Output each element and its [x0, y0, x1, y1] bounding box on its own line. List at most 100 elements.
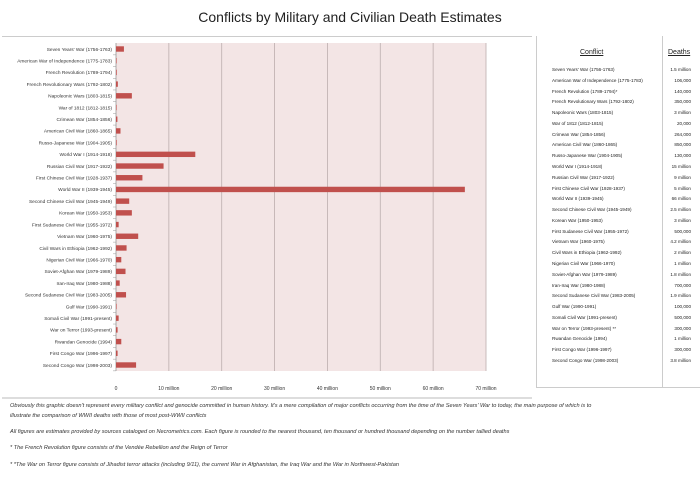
y-category-label: Second Congo War (1998-2003) [43, 363, 113, 369]
bar [116, 69, 117, 76]
bar-chart: 0 10 million 20 million 30 million 40 millio… [2, 36, 532, 399]
y-category-label: Napoleonic Wars (1803-1815) [48, 94, 112, 100]
table-cell-deaths: 3 million [674, 217, 691, 223]
y-category-label: Second Sudanese Civil War (1983-2005) [25, 293, 112, 299]
table-cell-deaths: 106,000 [674, 77, 691, 83]
table-cell-deaths: 3 million [674, 110, 691, 116]
note-line: illustrate the comparison of WWII deaths… [10, 413, 207, 419]
table-cell-conflict: Gulf War (1990-1991) [552, 304, 597, 310]
table-cell-conflict: French Revolutionary Wars (1792-1802) [552, 99, 634, 105]
bar [116, 280, 120, 286]
y-category-label: Iran-Iraq War (1980-1988) [56, 281, 112, 287]
table-cell-deaths: 1.5 million [670, 67, 691, 72]
table-cell-deaths: 300,000 [674, 325, 691, 331]
note-line: Obviously this graphic doesn't represent… [10, 403, 592, 409]
table-cell-conflict: Soviet-Afghan War (1979-1989) [552, 271, 617, 277]
bar [116, 116, 118, 122]
table-cell-conflict: Second Sudanese Civil War (1983-2005) [552, 293, 636, 299]
x-tick-label: 70 million [475, 386, 496, 392]
table-cell-deaths: 1 million [674, 261, 691, 266]
y-category-label: Civil Wars in Ethiopia (1962-1992) [39, 246, 112, 252]
bar [116, 93, 132, 99]
x-tick-label: 50 million [370, 386, 391, 392]
table-cell-deaths: 130,000 [674, 153, 691, 159]
table-cell-deaths: 2 million [674, 250, 691, 256]
chart-title: Conflicts by Military and Civilian Death… [198, 9, 502, 25]
plot-area [116, 43, 486, 371]
x-tick-label: 20 million [211, 386, 232, 392]
y-category-label: French Revolutionary Wars (1792-1802) [27, 82, 113, 88]
bar [116, 104, 117, 111]
table-cell-deaths: 500,000 [674, 228, 691, 234]
table-cell-conflict: First Sudanese Civil War (1955-1972) [552, 228, 629, 234]
note-line: * *The War on Terror figure consists of … [10, 462, 399, 468]
table-cell-deaths: 9 million [674, 174, 691, 180]
table-cell-conflict: Rwandan Genocide (1994) [552, 336, 607, 342]
table-cell-conflict: Nigerian Civil War (1966-1970) [552, 261, 615, 266]
table-cell-conflict: First Congo War (1996-1997) [552, 347, 612, 353]
table-cell-conflict: First Chinese Civil War (1928-1937) [552, 185, 625, 191]
bar [116, 81, 118, 87]
y-category-label: War on Terror (1993-present) [50, 328, 112, 334]
x-tick-label: 10 million [158, 386, 179, 392]
table-cell-conflict: Korean War (1950-1953) [552, 217, 603, 223]
table-cell-conflict: American Civil War (1860-1865) [552, 142, 618, 148]
table-cell-deaths: 264,000 [674, 131, 691, 137]
table-cell-conflict: Civil Wars in Ethiopia (1962-1992) [552, 250, 622, 256]
table-cell-conflict: Iran-Iraq War (1980-1988) [552, 282, 606, 288]
table-header-conflict: Conflict [580, 49, 604, 56]
table-cell-deaths: 100,000 [674, 304, 691, 310]
table-cell-conflict: Russian Civil War (1917-1922) [552, 174, 615, 180]
table-column-divider [662, 36, 663, 387]
bar [116, 327, 118, 333]
y-category-label: Korean War (1950-1953) [59, 211, 112, 217]
y-category-label: Gulf War (1990-1991) [66, 304, 113, 310]
deaths-table: Conflict Deaths Seven Years' War (1756-1… [536, 36, 700, 388]
y-category-label: Second Chinese Civil War (1945-1949) [29, 199, 112, 205]
bar [116, 338, 122, 345]
table-cell-deaths: 66 million [671, 196, 691, 202]
table-cell-conflict: Second Chinese Civil War (1945-1949) [552, 207, 632, 213]
bar [116, 198, 130, 204]
table-cell-conflict: Seven Years' War (1756-1763) [552, 67, 615, 72]
bar [116, 256, 122, 263]
y-category-label: French Revolution (1789-1794) [46, 70, 113, 76]
note-line: * The French Revolution figure consists … [10, 445, 228, 451]
y-category-label: Russian Civil War (1917-1922) [47, 164, 113, 170]
table-cell-conflict: Somali Civil War (1991-present) [552, 314, 617, 320]
bar [116, 175, 143, 181]
bar [116, 362, 137, 368]
table-cell-deaths: 5 million [674, 185, 691, 191]
y-category-label: American Civil War (1860-1865) [44, 129, 112, 135]
bar [116, 163, 164, 169]
bar [116, 350, 118, 356]
table-cell-deaths: 3.8 million [670, 358, 691, 363]
bar [116, 303, 117, 310]
y-category-label: Soviet-Afghan War (1979-1989) [44, 269, 112, 275]
y-category-label: World War II (1939-1945) [58, 187, 112, 193]
y-category-label: First Sudanese Civil War (1955-1972) [32, 222, 112, 228]
table-cell-deaths: 500,000 [674, 314, 691, 320]
table-cell-conflict: World War I (1914-1918) [552, 164, 603, 169]
bar [116, 151, 196, 158]
table-cell-deaths: 700,000 [674, 282, 691, 288]
bar [116, 128, 121, 134]
bar [116, 268, 126, 275]
x-tick-label: 30 million [264, 386, 285, 392]
x-tick-label: 60 million [423, 386, 444, 392]
table-cell-deaths: 1 million [674, 336, 691, 342]
table-cell-conflict: War of 1812 (1812-1815) [552, 120, 604, 126]
y-category-label: Crimean War (1854-1856) [56, 117, 112, 123]
table-cell-conflict: Crimean War (1854-1856) [552, 131, 606, 137]
table-cell-conflict: French Revolution (1789-1794)* [552, 88, 618, 94]
table-header-deaths: Deaths [668, 49, 691, 56]
table-cell-conflict: Second Congo War (1998-2003) [552, 358, 619, 363]
y-category-label: Seven Years' War (1756-1763) [47, 47, 113, 53]
table-cell-deaths: 20,000 [676, 120, 691, 126]
bar [116, 245, 127, 251]
table-cell-conflict: Vietnam War (1960-1975) [552, 239, 605, 245]
y-category-label: Nigerian Civil War (1966-1970) [46, 257, 112, 263]
bar [116, 221, 119, 228]
y-category-label: American War of Independence (1775-1783) [17, 59, 112, 65]
table-cell-deaths: 15 million [671, 164, 691, 169]
